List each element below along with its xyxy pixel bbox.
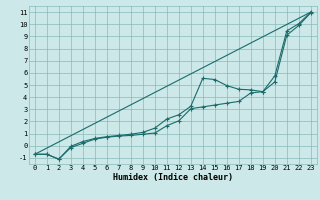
- X-axis label: Humidex (Indice chaleur): Humidex (Indice chaleur): [113, 173, 233, 182]
